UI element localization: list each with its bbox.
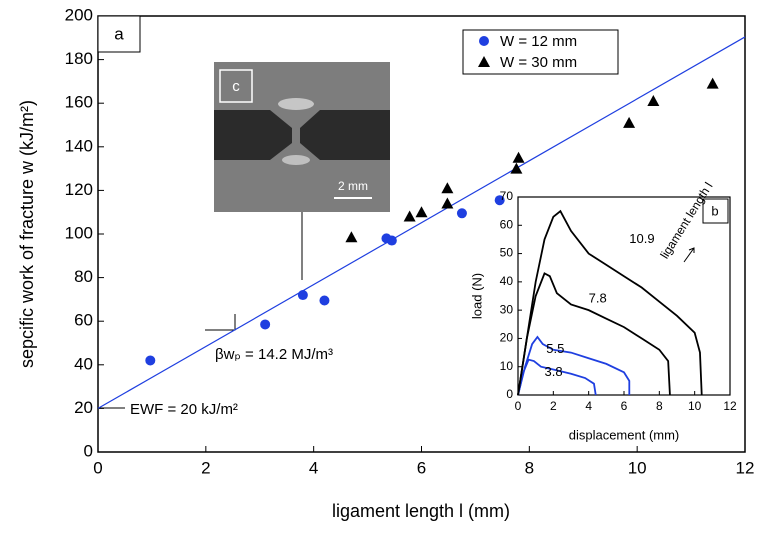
data-point — [512, 151, 525, 163]
y-tick-label: 40 — [500, 274, 514, 288]
arrow-head — [688, 247, 695, 253]
legend-marker — [478, 56, 490, 67]
inset-x-label: displacement (mm) — [569, 427, 680, 442]
y-tick-label: 20 — [74, 398, 93, 417]
x-tick-label: 2 — [550, 399, 557, 413]
curve-label: 3.8 — [545, 364, 563, 379]
image-label-box — [219, 69, 253, 103]
image-part — [300, 110, 390, 160]
x-tick-label: 0 — [93, 458, 102, 477]
inset-image: c 2 mm — [214, 62, 390, 280]
x-tick-label: 6 — [417, 458, 426, 477]
inset-panel-label: b — [711, 203, 718, 218]
data-point — [386, 235, 397, 246]
y-tick-label: 60 — [74, 311, 93, 330]
data-point — [510, 162, 523, 174]
y-tick-label: 160 — [65, 93, 93, 112]
y-tick-label: 50 — [500, 246, 514, 260]
load-curve — [517, 209, 703, 396]
x-tick-label: 4 — [309, 458, 318, 477]
load-curve — [517, 335, 631, 396]
data-point — [647, 95, 660, 107]
y-tick-label: 20 — [500, 331, 514, 345]
intercept-annotation: EWF = 20 kJ/m² — [130, 401, 238, 418]
legend-marker — [479, 36, 489, 46]
x-tick-label: 8 — [525, 458, 534, 477]
y-tick-label: 140 — [65, 136, 93, 155]
data-point — [319, 295, 330, 306]
fit-line — [97, 36, 746, 409]
legend-label: W = 12 mm — [500, 33, 577, 50]
x-tick-label: 6 — [621, 399, 628, 413]
legend-label: W = 30 mm — [500, 54, 577, 71]
curve-label: 5.5 — [546, 341, 564, 356]
data-point — [441, 197, 454, 209]
inset-y-label: load (N) — [469, 273, 484, 319]
y-tick-label: 60 — [500, 217, 514, 231]
y-tick-label: 200 — [65, 5, 93, 24]
data-point — [297, 290, 308, 301]
data-point — [456, 208, 467, 219]
y-tick-label: 70 — [500, 189, 514, 203]
image-glint — [278, 98, 314, 110]
y-tick-label: 0 — [506, 387, 513, 401]
x-axis-label: ligament length l (mm) — [332, 501, 510, 521]
data-point — [706, 77, 719, 89]
y-tick-label: 40 — [74, 354, 93, 373]
data-point — [441, 182, 454, 194]
y-tick-label: 0 — [84, 441, 93, 460]
x-tick-label: 12 — [723, 399, 737, 413]
data-point — [145, 355, 156, 366]
slope-annotation: βwₚ = 14.2 MJ/m³ — [215, 346, 333, 363]
data-point — [415, 206, 428, 218]
x-tick-label: 10 — [688, 399, 702, 413]
x-tick-label: 0 — [515, 399, 522, 413]
image-label: c — [232, 78, 240, 95]
image-glint — [282, 155, 310, 165]
x-tick-label: 8 — [656, 399, 663, 413]
y-tick-label: 100 — [65, 223, 93, 242]
y-tick-label: 180 — [65, 49, 93, 68]
y-tick-label: 30 — [500, 302, 514, 316]
inset-label-box — [702, 198, 729, 224]
data-point — [403, 210, 416, 222]
data-point — [260, 319, 271, 330]
y-tick-label: 80 — [74, 267, 93, 286]
panel-label: a — [114, 24, 124, 43]
image-part — [214, 110, 292, 160]
y-tick-label: 120 — [65, 180, 93, 199]
panel-label-box — [97, 15, 141, 53]
x-tick-label: 2 — [201, 458, 210, 477]
data-point — [494, 195, 505, 206]
data-point — [345, 231, 358, 243]
y-tick-label: 10 — [500, 359, 514, 373]
arrow — [683, 247, 695, 263]
x-tick-label: 4 — [585, 399, 592, 413]
load-curve — [517, 272, 671, 396]
curve-label: 10.9 — [629, 231, 654, 246]
data-point — [623, 116, 636, 128]
y-axis-label: sepcific work of fracture w (kJ/m²) — [17, 100, 37, 368]
scale-bar-label: 2 mm — [338, 179, 368, 193]
x-tick-label: 12 — [736, 458, 755, 477]
x-tick-label: 10 — [628, 458, 647, 477]
curve-label: 7.8 — [589, 290, 607, 305]
